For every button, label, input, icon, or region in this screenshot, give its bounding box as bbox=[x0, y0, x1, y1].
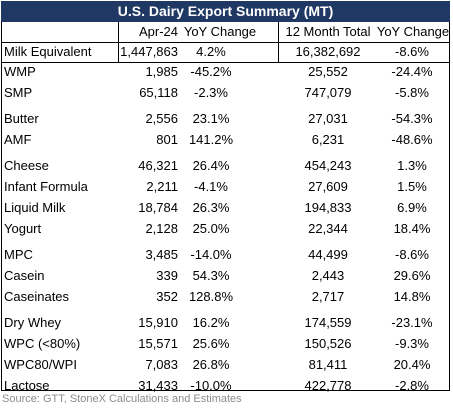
row-value: -48.6% bbox=[391, 132, 433, 147]
row-value: 25.0% bbox=[192, 221, 230, 236]
row-value: 46,321 bbox=[138, 158, 178, 173]
row-value: 26.4% bbox=[192, 158, 230, 173]
row-value: 18.4% bbox=[393, 221, 431, 236]
row-value: 14.8% bbox=[393, 289, 431, 304]
row-value: 174,559 bbox=[304, 315, 352, 330]
row-value: 29.6% bbox=[393, 268, 431, 283]
row-value: -23.1% bbox=[391, 315, 433, 330]
row-value: -24.4% bbox=[391, 64, 433, 79]
row-label: WPC80/WPI bbox=[4, 357, 77, 372]
headline-rule bbox=[1, 62, 450, 63]
row-label: Yogurt bbox=[4, 221, 42, 236]
row-value: 2,556 bbox=[145, 111, 178, 126]
row-value: 454,243 bbox=[304, 158, 352, 173]
row-value: 27,609 bbox=[308, 179, 348, 194]
row-value: 18,784 bbox=[138, 200, 178, 215]
row-value: 6,231 bbox=[311, 132, 345, 147]
row-label: Butter bbox=[4, 111, 39, 126]
row-value: 81,411 bbox=[308, 357, 348, 372]
row-value: 31,433 bbox=[138, 378, 178, 393]
row-value: 25,552 bbox=[308, 64, 348, 79]
row-value: -2.3% bbox=[194, 85, 228, 100]
row-label: Liquid Milk bbox=[4, 200, 66, 215]
row-value: -5.8% bbox=[395, 85, 429, 100]
table-title: U.S. Dairy Export Summary (MT) bbox=[1, 1, 450, 22]
headline-value: 1,447,863 bbox=[120, 44, 178, 59]
row-value: -4.1% bbox=[194, 179, 228, 194]
row-value: 422,778 bbox=[304, 378, 352, 393]
row-value: -14.0% bbox=[190, 247, 232, 262]
row-value: 2,211 bbox=[146, 179, 178, 194]
row-value: 2,443 bbox=[311, 268, 345, 283]
row-value: -2.8% bbox=[395, 378, 429, 393]
row-value: 352 bbox=[156, 289, 178, 304]
row-value: 26.8% bbox=[192, 357, 230, 372]
column-rule bbox=[118, 22, 119, 63]
headline-value: -8.6% bbox=[395, 44, 429, 59]
row-value: 141.2% bbox=[188, 132, 234, 147]
row-value: 16.2% bbox=[192, 315, 230, 330]
row-value: 194,833 bbox=[304, 200, 352, 215]
row-value: 801 bbox=[156, 132, 178, 147]
headline-label: Milk Equivalent bbox=[4, 44, 92, 59]
row-label: Lactose bbox=[4, 378, 50, 393]
row-label: AMF bbox=[4, 132, 32, 147]
source-note: Source: GTT, StoneX Calculations and Est… bbox=[2, 393, 242, 405]
row-value: 1.3% bbox=[397, 158, 427, 173]
row-value: 2,717 bbox=[311, 289, 345, 304]
row-value: 1.5% bbox=[397, 179, 427, 194]
column-header: YoY Change bbox=[376, 24, 450, 39]
column-header: 12 Month Total bbox=[285, 24, 371, 39]
row-value: 27,031 bbox=[308, 111, 348, 126]
headline-value: 16,382,692 bbox=[295, 44, 361, 59]
row-label: Dry Whey bbox=[4, 315, 62, 330]
row-value: 150,526 bbox=[304, 336, 352, 351]
column-rule bbox=[278, 22, 279, 63]
row-value: 65,118 bbox=[139, 85, 178, 100]
row-value: 22,344 bbox=[308, 221, 348, 236]
row-value: 20.4% bbox=[393, 357, 431, 372]
row-value: 128.8% bbox=[188, 289, 234, 304]
row-value: 747,079 bbox=[304, 85, 352, 100]
row-value: 15,571 bbox=[138, 336, 178, 351]
row-label: Caseinates bbox=[4, 289, 70, 304]
row-value: 2,128 bbox=[145, 221, 178, 236]
row-value: -10.0% bbox=[190, 378, 232, 393]
row-label: WMP bbox=[4, 64, 36, 79]
column-header: Apr-24 bbox=[138, 24, 178, 39]
row-value: 7,083 bbox=[145, 357, 178, 372]
row-label: WPC (<80%) bbox=[4, 336, 81, 351]
row-value: 6.9% bbox=[397, 200, 427, 215]
row-value: 1,985 bbox=[145, 64, 178, 79]
row-value: 44,499 bbox=[308, 247, 348, 262]
row-label: Infant Formula bbox=[4, 179, 88, 194]
row-value: 339 bbox=[156, 268, 178, 283]
row-value: 23.1% bbox=[192, 111, 230, 126]
row-label: SMP bbox=[4, 85, 33, 100]
row-value: 26.3% bbox=[192, 200, 230, 215]
column-header: YoY Change bbox=[183, 24, 257, 39]
headline-value: 4.2% bbox=[196, 44, 226, 59]
row-value: -54.3% bbox=[391, 111, 433, 126]
header-rule bbox=[1, 42, 450, 43]
row-value: 25.6% bbox=[192, 336, 230, 351]
row-value: 54.3% bbox=[192, 268, 230, 283]
row-value: -9.3% bbox=[395, 336, 429, 351]
row-label: Cheese bbox=[4, 158, 49, 173]
row-value: 3,485 bbox=[145, 247, 178, 262]
row-value: 15,910 bbox=[138, 315, 178, 330]
row-label: MPC bbox=[4, 247, 33, 262]
row-value: -45.2% bbox=[190, 64, 232, 79]
row-label: Casein bbox=[4, 268, 45, 283]
row-value: -8.6% bbox=[395, 247, 429, 262]
